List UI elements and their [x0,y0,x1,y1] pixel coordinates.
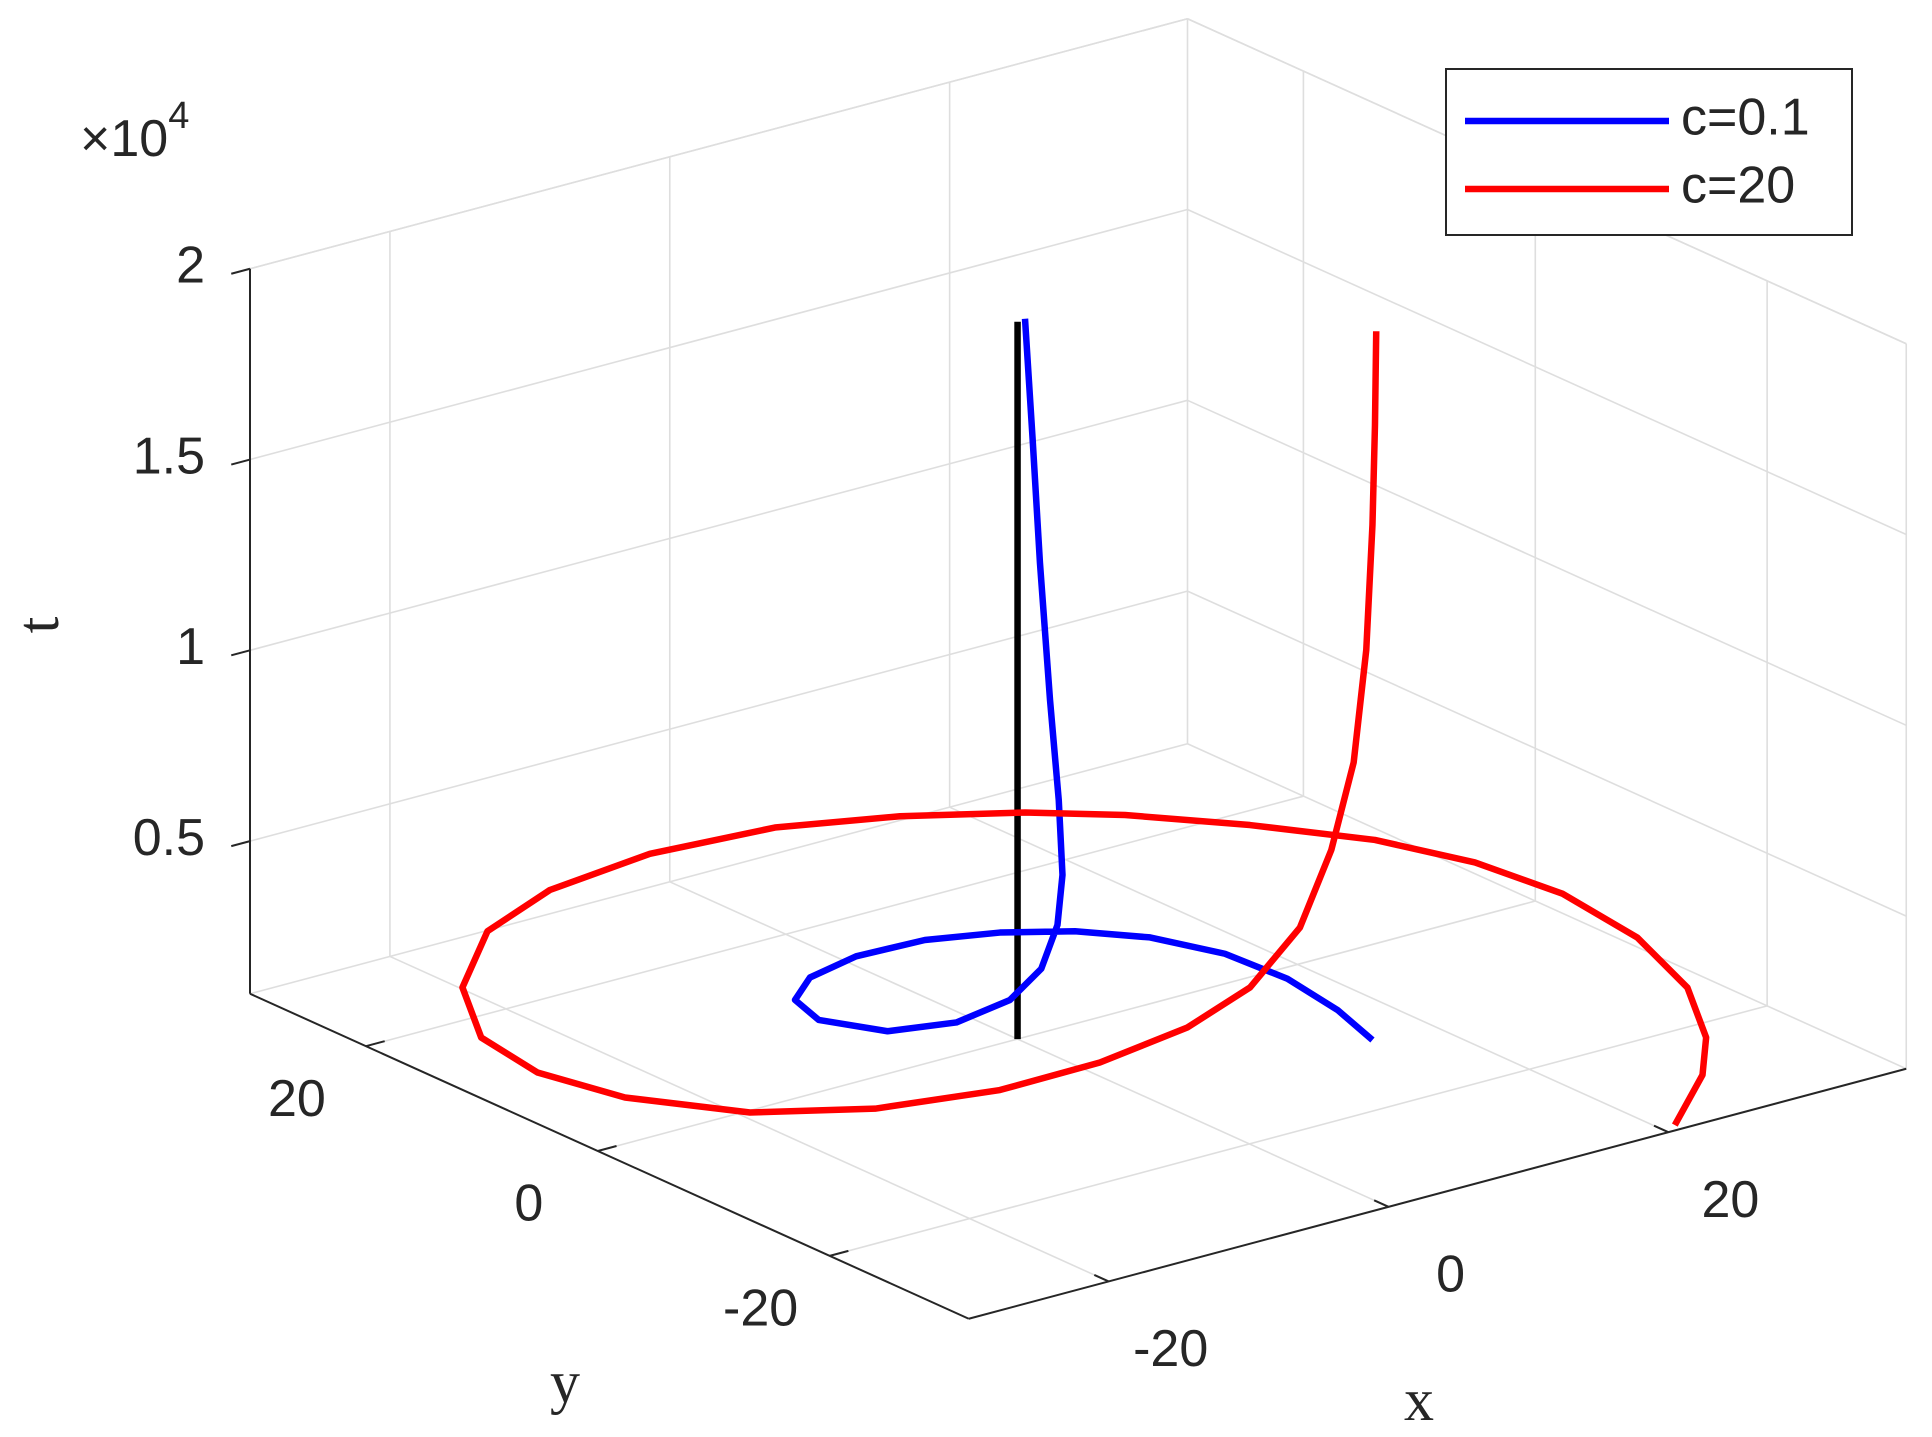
grid-line [249,590,1188,842]
legend-label: c=0.1 [1681,89,1810,147]
t-tick [230,840,251,848]
t-tick [230,458,251,466]
t-scale-exponent: 4 [168,95,189,137]
y-axis [249,992,970,1320]
x-tick-label: -20 [1133,1320,1208,1378]
y-tick [829,1249,849,1257]
t-scale-base: ×10 [80,110,168,168]
y-axis-label: y [550,1349,580,1415]
t-scale-label: ×104 [80,95,189,168]
box-edge [1187,743,1907,1070]
t-tick-label: 2 [176,236,205,294]
x-axis [968,1067,1907,1320]
x-axis-label: x [1404,1367,1434,1433]
grid-line [249,208,1188,461]
y-tick [597,1145,617,1152]
grid-line [389,955,1110,1283]
grid-line [1187,590,1907,917]
box-edge [249,742,1188,995]
grid-line [249,17,1188,270]
x-tick-label: 20 [1701,1171,1759,1229]
grid-line [1187,208,1907,536]
grid-line [949,806,1669,1133]
y-tick [365,1040,385,1048]
y-tick-label: -20 [723,1280,798,1338]
legend-label: c=20 [1681,157,1795,215]
grid-line [365,795,1304,1047]
t-tick [230,267,251,275]
x-tick [1653,1124,1669,1134]
y-tick-label: 20 [268,1070,326,1128]
x-tick [1373,1199,1389,1208]
t-tick-label: 1.5 [133,427,205,485]
x-tick [1093,1274,1110,1283]
legend-box [1445,68,1853,236]
grid-line [669,881,1389,1208]
y-tick-label: 0 [514,1175,543,1233]
grid-line [829,1005,1768,1257]
legend: c=0.1 c=20 [1445,68,1853,236]
grid-line [1187,399,1907,727]
t-tick-label: 0.5 [133,809,205,867]
series-line [791,318,1375,1043]
t-tick-label: 1 [176,618,205,676]
t-tick [230,649,251,657]
t-axis-label: t [5,616,71,633]
series-line [459,331,1710,1127]
x-tick-label: 0 [1436,1246,1465,1304]
